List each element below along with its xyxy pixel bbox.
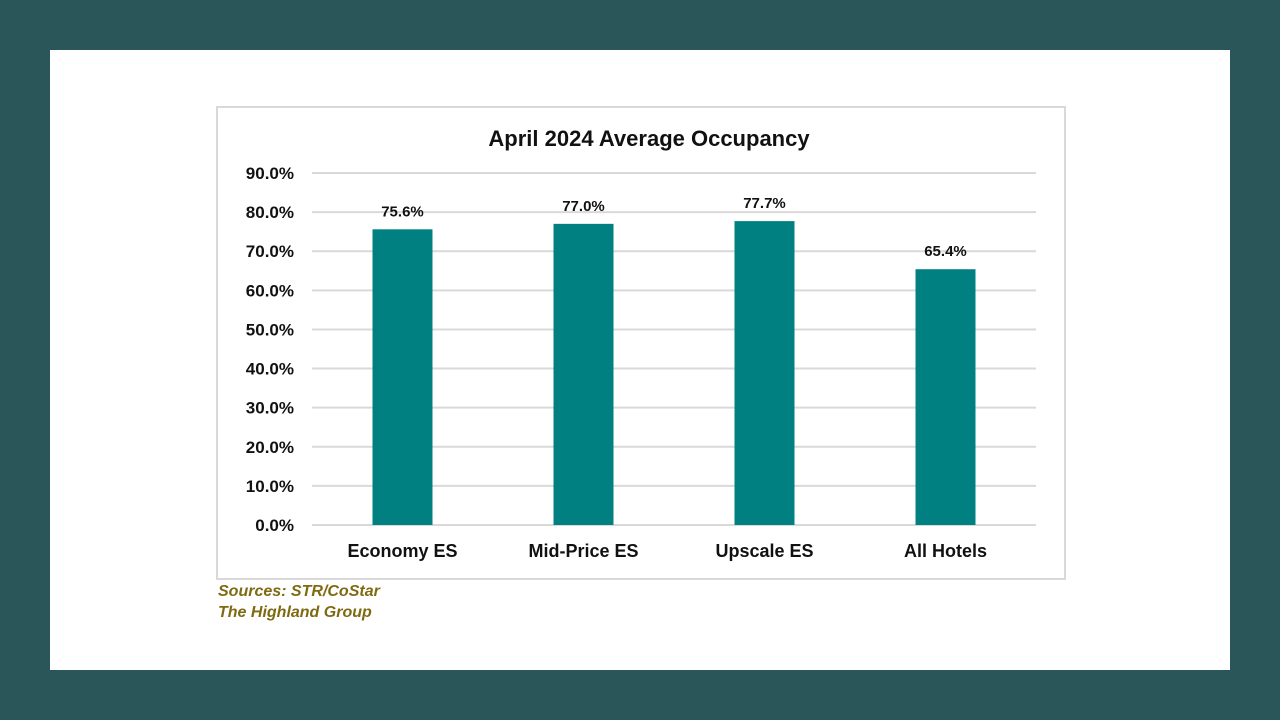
category-labels: Economy ES Mid-Price ES Upscale ES All Hote… xyxy=(347,541,987,561)
y-tick-label: 20.0% xyxy=(246,438,294,457)
y-tick-label: 10.0% xyxy=(246,477,294,496)
bar xyxy=(915,269,976,525)
source-line-2: The Highland Group xyxy=(218,604,372,621)
bar xyxy=(734,221,795,525)
category-label: Mid-Price ES xyxy=(528,541,638,561)
data-labels: 75.6% 77.0% 77.7% 65.4% xyxy=(381,195,967,260)
slide: April 2024 Average Occupancy 0.0% 10.0% 20… xyxy=(50,50,1230,670)
chart-frame: April 2024 Average Occupancy 0.0% 10.0% 20… xyxy=(216,106,1066,580)
category-label: Economy ES xyxy=(347,541,457,561)
y-tick-label: 30.0% xyxy=(246,399,294,418)
y-tick-label: 40.0% xyxy=(246,360,294,379)
bar xyxy=(553,223,614,525)
y-tick-label: 80.0% xyxy=(246,203,294,222)
y-tick-label: 90.0% xyxy=(246,164,294,183)
source-line-1: Sources: STR/CoStar xyxy=(218,583,380,600)
y-tick-label: 50.0% xyxy=(246,320,294,339)
data-label: 75.6% xyxy=(381,203,424,220)
gridlines xyxy=(312,172,1036,526)
data-label: 77.7% xyxy=(743,195,786,212)
data-label: 77.0% xyxy=(562,198,605,215)
y-tick-label: 60.0% xyxy=(246,281,294,300)
bar-chart: April 2024 Average Occupancy 0.0% 10.0% 20… xyxy=(246,126,1036,561)
category-label: Upscale ES xyxy=(715,541,813,561)
y-axis-tick-labels: 0.0% 10.0% 20.0% 30.0% 40.0% 50.0% 60.0% 70.0% 8… xyxy=(246,164,294,535)
bars xyxy=(372,221,976,525)
chart-title: April 2024 Average Occupancy xyxy=(488,126,810,151)
data-label: 65.4% xyxy=(924,243,967,260)
bar xyxy=(372,229,433,525)
y-tick-label: 70.0% xyxy=(246,242,294,261)
y-tick-label: 0.0% xyxy=(255,516,294,535)
category-label: All Hotels xyxy=(904,541,987,561)
